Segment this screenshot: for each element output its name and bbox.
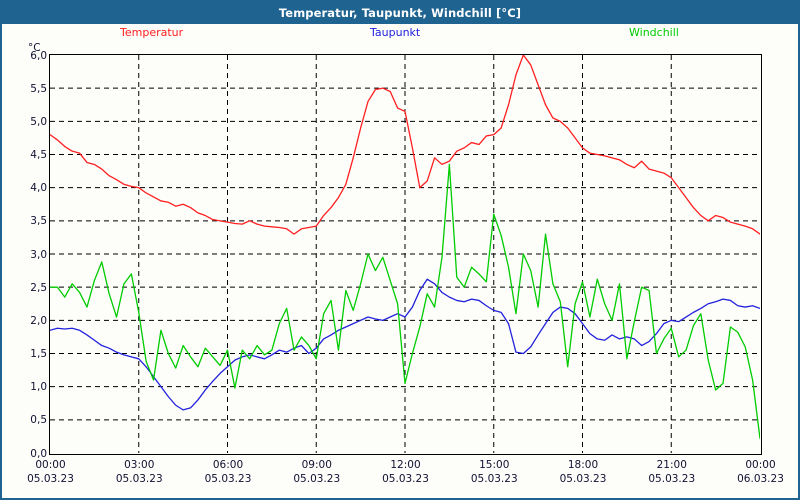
y-axis-tick-label: 6,0 bbox=[30, 49, 47, 62]
series-line-windchill bbox=[50, 163, 760, 440]
series-line-temperatur bbox=[50, 55, 760, 235]
y-axis-tick-label: 2,0 bbox=[30, 314, 47, 327]
x-tick-date: 05.03.23 bbox=[470, 473, 518, 485]
y-axis-tick-label: 0,0 bbox=[30, 447, 47, 460]
x-axis-tick-label: 00:00 06.03.23 bbox=[737, 458, 784, 486]
chart-legend: Temperatur Taupunkt Windchill bbox=[2, 26, 798, 42]
x-tick-date: 05.03.23 bbox=[382, 473, 429, 485]
x-tick-date: 05.03.23 bbox=[27, 473, 74, 485]
x-axis: 00:00 05.03.23 03:00 05.03.23 06:00 05.03.23 0… bbox=[2, 458, 798, 498]
x-tick-date: 05.03.23 bbox=[204, 473, 252, 485]
legend-item-windchill: Windchill bbox=[629, 26, 679, 39]
y-axis-tick-label: 4,0 bbox=[30, 182, 47, 195]
y-axis-tick-label: 5,0 bbox=[30, 115, 47, 128]
x-tick-time: 18:00 bbox=[567, 459, 599, 471]
x-tick-time: 06:00 bbox=[212, 459, 244, 471]
x-tick-date: 05.03.23 bbox=[293, 473, 341, 485]
x-tick-time: 00:00 bbox=[35, 459, 66, 471]
y-axis: 6,0 5,5 5,0 4,5 4,0 3,5 3,0 2,5 2,0 1,5 1,0 0,5 0,0 bbox=[2, 50, 47, 460]
x-axis-tick-label: 12:00 05.03.23 bbox=[382, 458, 429, 486]
x-tick-date: 06.03.23 bbox=[737, 473, 784, 485]
chart-canvas bbox=[50, 55, 760, 453]
x-tick-time: 09:00 bbox=[301, 459, 332, 471]
x-tick-date: 05.03.23 bbox=[559, 473, 607, 485]
page-title: Temperatur, Taupunkt, Windchill [°C] bbox=[278, 6, 522, 20]
grid-lines bbox=[50, 55, 760, 453]
x-axis-tick-label: 18:00 05.03.23 bbox=[560, 458, 607, 486]
x-tick-time: 03:00 bbox=[124, 459, 155, 471]
y-axis-unit-label: °C bbox=[28, 42, 41, 54]
x-axis-tick-label: 09:00 05.03.23 bbox=[293, 458, 340, 486]
plot-area bbox=[49, 54, 762, 455]
y-axis-tick-label: 4,5 bbox=[30, 149, 47, 161]
y-axis-tick-label: 3,0 bbox=[30, 248, 47, 261]
y-axis-tick-label: 5,5 bbox=[30, 82, 47, 95]
x-tick-time: 21:00 bbox=[656, 459, 687, 471]
x-axis-tick-label: 06:00 05.03.23 bbox=[205, 458, 252, 486]
y-axis-tick-label: 1,0 bbox=[30, 381, 47, 394]
legend-item-temperature: Temperatur bbox=[120, 26, 184, 39]
legend-item-dewpoint: Taupunkt bbox=[370, 26, 421, 39]
x-axis-tick-label: 15:00 05.03.23 bbox=[471, 458, 518, 486]
x-tick-time: 00:00 bbox=[745, 459, 776, 471]
y-axis-tick-label: 1,5 bbox=[30, 348, 47, 360]
x-tick-time: 15:00 bbox=[479, 459, 510, 471]
x-tick-date: 05.03.23 bbox=[648, 473, 696, 485]
x-axis-tick-label: 03:00 05.03.23 bbox=[116, 458, 163, 486]
x-tick-date: 05.03.23 bbox=[115, 473, 163, 485]
x-axis-tick-label: 00:00 05.03.23 bbox=[27, 458, 74, 486]
series-lines bbox=[50, 55, 760, 440]
y-axis-tick-label: 2,5 bbox=[30, 281, 47, 294]
x-tick-time: 12:00 bbox=[390, 459, 421, 471]
series-line-taupunkt bbox=[50, 278, 760, 411]
y-axis-tick-label: 3,5 bbox=[30, 215, 47, 228]
window-title-bar: Temperatur, Taupunkt, Windchill [°C] bbox=[2, 2, 798, 24]
x-axis-tick-label: 21:00 05.03.23 bbox=[648, 458, 695, 486]
y-axis-tick-label: 0,5 bbox=[30, 414, 47, 427]
